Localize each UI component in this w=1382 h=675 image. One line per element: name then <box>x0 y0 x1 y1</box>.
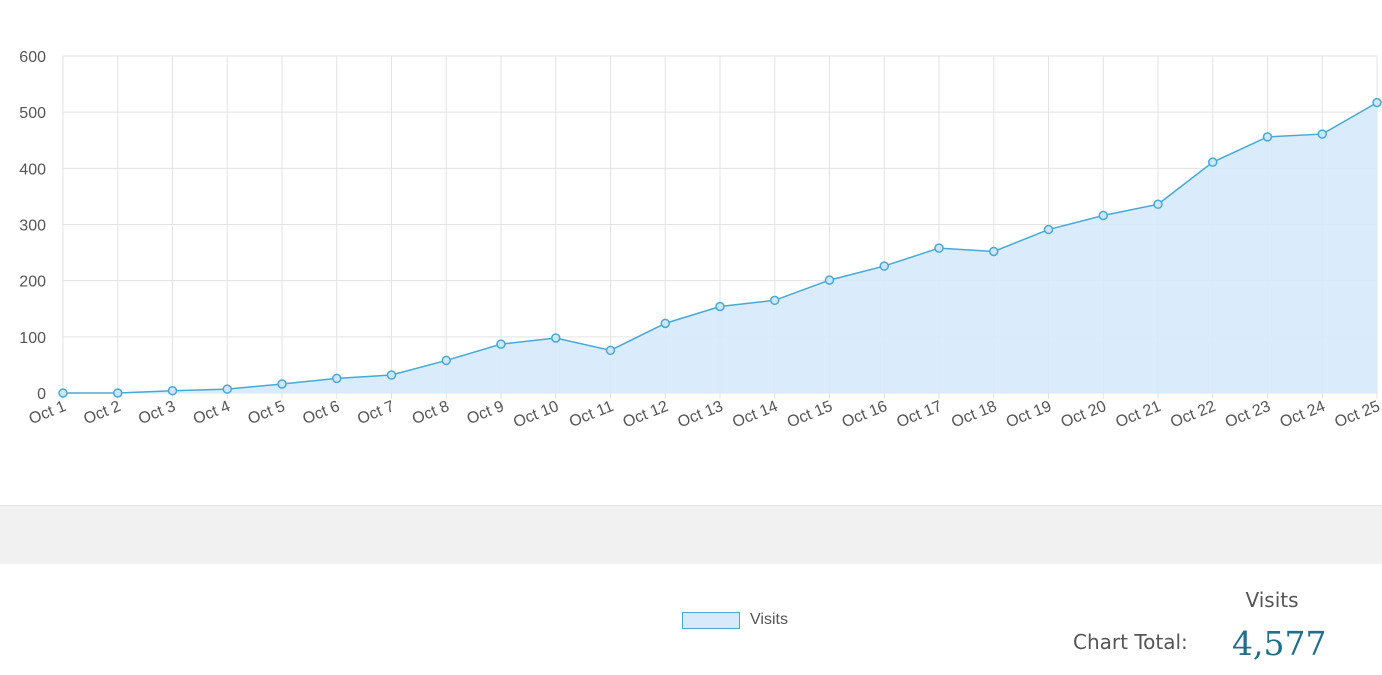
x-tick-label: Oct 9 <box>465 398 507 428</box>
data-point <box>167 386 178 396</box>
data-point <box>770 295 780 306</box>
x-tick-label: Oct 8 <box>410 398 452 428</box>
data-point <box>551 333 561 343</box>
x-tick-label: Oct 25 <box>1332 398 1382 431</box>
chart-footer: Visits Visits Chart Total: 4,577 <box>0 564 1382 675</box>
data-point <box>496 339 506 349</box>
data-point <box>222 384 232 394</box>
data-point <box>441 355 451 366</box>
data-point <box>1317 129 1327 139</box>
x-tick-label: Oct 23 <box>1223 398 1273 431</box>
total-metric-name: Visits <box>1245 588 1299 612</box>
y-axis: 0 100 200 300 400 500 600 <box>19 49 46 403</box>
data-point <box>113 388 123 398</box>
data-point <box>277 379 287 389</box>
data-point <box>879 261 889 271</box>
x-axis: Oct 1 Oct 2 Oct 3 Oct 4 Oct 5 Oct 6 Oct 7 Oct 8… <box>27 398 1382 431</box>
chart-legend[interactable]: Visits <box>682 611 788 629</box>
data-point <box>58 388 68 398</box>
x-tick-label: Oct 7 <box>355 398 397 428</box>
x-tick-label: Oct 6 <box>300 398 342 428</box>
x-tick-label: Oct 1 <box>27 398 69 428</box>
data-point <box>1262 132 1273 142</box>
chart-total-label: Chart Total: <box>1073 630 1188 654</box>
area-layer <box>63 102 1377 393</box>
y-tick-label: 0 <box>37 386 46 403</box>
x-tick-label: Oct 2 <box>81 398 123 428</box>
x-tick-label: Oct 19 <box>1004 398 1054 431</box>
x-tick-label: Oct 15 <box>785 398 835 431</box>
data-point <box>1208 157 1218 167</box>
y-tick-label: 400 <box>19 161 46 178</box>
data-point <box>660 318 670 329</box>
x-tick-label: Oct 20 <box>1059 398 1109 431</box>
x-tick-label: Oct 22 <box>1168 398 1218 431</box>
data-point <box>824 275 835 285</box>
x-tick-label: Oct 13 <box>675 398 725 431</box>
chart-panel: 0 100 200 300 400 500 600 Oct 1 Oct 2 Oct 3 Oct 4… <box>0 49 1382 506</box>
x-tick-label: Oct 12 <box>621 398 671 431</box>
legend-label-visits: Visits <box>750 611 788 628</box>
x-tick-label: Oct 5 <box>246 398 288 428</box>
x-tick-label: Oct 18 <box>949 398 999 431</box>
series-area-visits <box>63 102 1377 393</box>
x-tick-label: Oct 24 <box>1278 398 1328 431</box>
y-tick-label: 500 <box>19 105 46 122</box>
data-point <box>989 246 999 257</box>
legend-swatch-visits <box>682 611 740 629</box>
point-layer <box>58 97 1382 398</box>
y-tick-label: 600 <box>19 49 46 66</box>
y-tick-label: 200 <box>19 274 46 291</box>
data-point <box>605 345 616 356</box>
x-tick-label: Oct 10 <box>511 398 561 431</box>
x-tick-label: Oct 4 <box>191 398 233 428</box>
visits-area-chart: 0 100 200 300 400 500 600 Oct 1 Oct 2 Oct 3 Oct 4… <box>19 49 1382 431</box>
data-point <box>332 373 342 384</box>
data-point <box>1153 199 1163 210</box>
x-tick-label: Oct 17 <box>894 398 944 431</box>
data-point <box>386 370 397 380</box>
data-point <box>1098 210 1108 221</box>
y-tick-label: 100 <box>19 330 46 347</box>
data-point <box>1043 224 1054 235</box>
x-tick-label: Oct 11 <box>567 398 616 431</box>
section-divider <box>0 506 1382 564</box>
x-tick-label: Oct 3 <box>136 398 178 428</box>
data-point <box>934 243 944 253</box>
y-tick-label: 300 <box>19 218 46 235</box>
data-point <box>715 301 725 312</box>
x-tick-label: Oct 16 <box>840 398 890 431</box>
x-tick-label: Oct 21 <box>1113 398 1163 431</box>
x-tick-label: Oct 14 <box>730 398 780 431</box>
chart-total-value: 4,577 <box>1232 624 1327 663</box>
data-point <box>1372 97 1382 108</box>
